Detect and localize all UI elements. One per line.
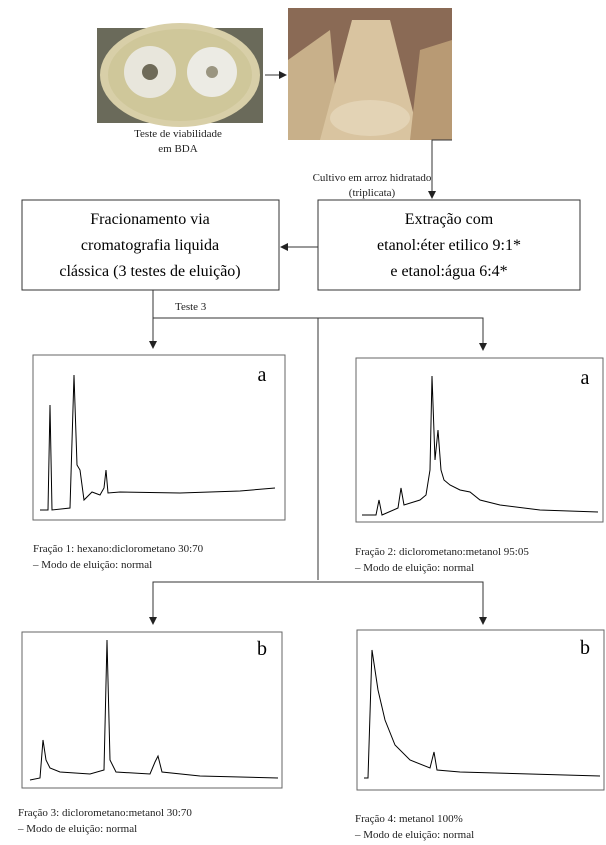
- caption: (triplicata): [349, 187, 396, 199]
- box-text: Extração com: [405, 211, 494, 228]
- caption: Fração 4: metanol 100%: [355, 813, 463, 825]
- box: [21, 199, 280, 291]
- caption: Fração 1: hexano:diclorometano 30:70: [33, 543, 204, 555]
- box-text: Fracionamento via: [90, 211, 210, 228]
- caption: em BDA: [158, 143, 197, 155]
- chromatogram: [21, 631, 283, 789]
- panel-label: a: [581, 367, 590, 389]
- caption: Fração 2: diclorometano:metanol 95:05: [355, 546, 529, 558]
- box-text: e etanol:água 6:4*: [390, 263, 507, 280]
- flasks-photo: [288, 8, 452, 140]
- arrow: [153, 317, 487, 351]
- box-text: cromatografia liquida: [81, 237, 219, 254]
- arrow: [428, 139, 452, 199]
- panel-label: b: [257, 638, 267, 660]
- caption: Fração 3: diclorometano:metanol 30:70: [18, 807, 192, 819]
- petri-photo: [97, 23, 263, 127]
- panel-label: b: [580, 637, 590, 659]
- caption: – Modo de eluição: normal: [354, 829, 474, 841]
- caption: – Modo de eluição: normal: [354, 562, 474, 574]
- chromatogram: [32, 354, 286, 521]
- caption: – Modo de eluição: normal: [17, 823, 137, 835]
- caption: – Modo de eluição: normal: [32, 559, 152, 571]
- box: [317, 199, 581, 291]
- connector: [152, 581, 484, 622]
- chromatogram: [356, 629, 605, 791]
- chromatogram: [355, 357, 604, 523]
- caption: Teste de viabilidade: [134, 128, 222, 140]
- box-text: etanol:éter etilico 9:1*: [377, 237, 521, 254]
- caption: Cultivo em arroz hidratado: [313, 172, 432, 184]
- panel-label: a: [258, 364, 267, 386]
- branch-label: Teste 3: [175, 301, 207, 313]
- box-text: clássica (3 testes de eluição): [59, 263, 240, 280]
